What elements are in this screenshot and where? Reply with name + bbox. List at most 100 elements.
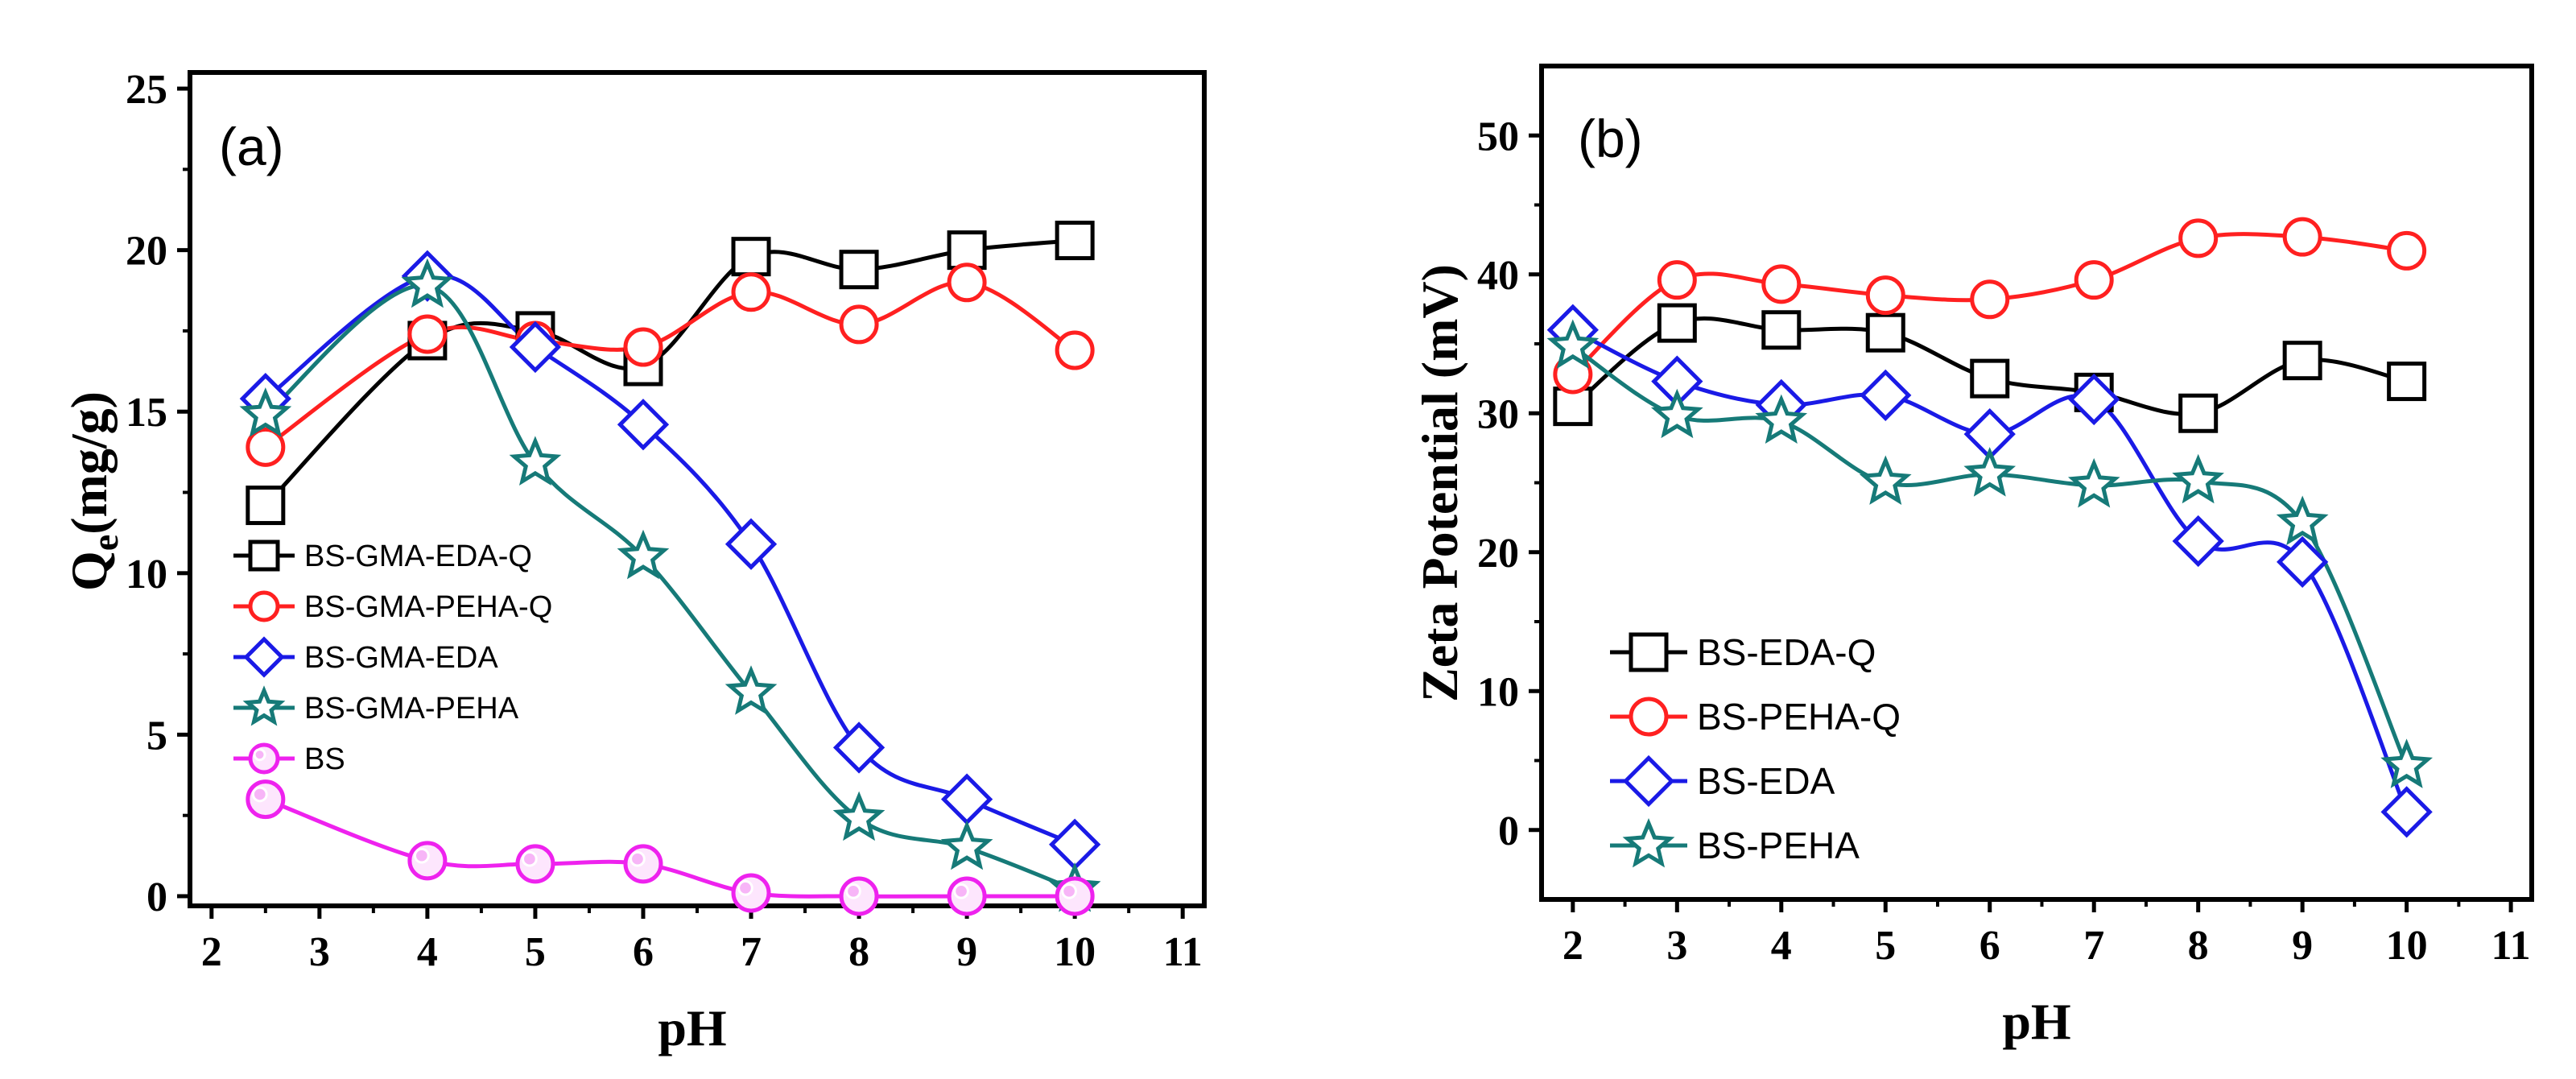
data-point-bs-peha bbox=[2067, 457, 2120, 508]
data-point-bs bbox=[407, 841, 448, 881]
x-tick-label-b-5: 5 bbox=[1875, 923, 1896, 969]
x-tick-label-a-5: 5 bbox=[525, 929, 546, 975]
data-point-bs-peha bbox=[2380, 738, 2434, 788]
x-tick-label-a-3: 3 bbox=[309, 929, 330, 975]
x-tick-label-b-9: 9 bbox=[2292, 923, 2313, 969]
y-tick-label-b-30: 30 bbox=[1477, 391, 1519, 437]
data-point-bs-gma-peha bbox=[724, 665, 778, 715]
x-tick-label-b-11: 11 bbox=[2491, 923, 2531, 969]
data-point-bs-gma-eda bbox=[832, 721, 886, 774]
data-point-bs-peha-q bbox=[1761, 264, 1802, 304]
data-point-bs-eda-q bbox=[1865, 312, 1905, 353]
y-tick-label-a-0: 0 bbox=[147, 874, 167, 920]
y-tick-label-b-10: 10 bbox=[1477, 669, 1519, 715]
data-point-bs-gma-eda-q bbox=[731, 237, 771, 277]
data-point-bs-gma-peha-q bbox=[731, 272, 771, 312]
data-point-bs-eda bbox=[1860, 369, 1912, 421]
data-point-bs bbox=[839, 876, 879, 916]
x-tick-label-b-2: 2 bbox=[1563, 923, 1583, 969]
panel-a: 2 3 4 5 6 7 8 9 10 11 0 5 10 15 20 25 (a) pH Qe(mg/g) B… bbox=[60, 67, 1207, 1056]
data-point-bs-gma-peha bbox=[239, 387, 292, 437]
y-tick-label-a-15: 15 bbox=[126, 390, 167, 436]
x-tick-label-a-4: 4 bbox=[417, 929, 438, 975]
legend-marker-bs-eda-q bbox=[1629, 632, 1669, 672]
legend-label-bs: BS bbox=[304, 742, 345, 776]
legend-marker-bs-gma-eda-q bbox=[248, 540, 280, 572]
data-point-bs-peha bbox=[2276, 495, 2329, 546]
x-tick-label-b-3: 3 bbox=[1666, 923, 1687, 969]
legend-marker-bs-gma-eda bbox=[243, 636, 285, 678]
data-point-bs-eda bbox=[2380, 786, 2433, 838]
data-point-bs-peha-q bbox=[2178, 218, 2219, 258]
legend-label-bs-peha-q: BS-PEHA-Q bbox=[1697, 696, 1901, 738]
data-point-bs-peha bbox=[2172, 453, 2224, 504]
y-axis-title-b: Zeta Potential (mV) bbox=[1411, 264, 1468, 702]
data-point-bs-peha-q bbox=[1657, 260, 1697, 300]
data-point-bs-gma-eda bbox=[724, 518, 778, 570]
data-point-bs-gma-eda bbox=[940, 773, 993, 825]
legend-item-bs-gma-eda: BS-GMA-EDA bbox=[233, 636, 498, 678]
data-point-bs-peha-q bbox=[2282, 217, 2322, 257]
legend-a: BS-GMA-EDA-Q BS-GMA-PEHA-Q BS-GMA-EDA BS-GM… bbox=[233, 540, 552, 776]
data-point-bs-eda-q bbox=[2387, 362, 2427, 402]
data-point-bs-eda bbox=[2277, 535, 2329, 588]
series-line-bs-gma-peha-q bbox=[264, 280, 1076, 449]
legend-item-bs-eda: BS-EDA bbox=[1610, 754, 1835, 808]
plot-frame-b bbox=[1539, 64, 2534, 902]
data-point-bs-gma-eda-q bbox=[246, 486, 286, 526]
y-axis-title-sub-a: e bbox=[85, 535, 126, 551]
x-tick-label-b-7: 7 bbox=[2083, 923, 2104, 969]
x-tick-label-a-7: 7 bbox=[741, 929, 762, 975]
legend-item-bs-peha: BS-PEHA bbox=[1610, 818, 1860, 868]
legend-item-bs-gma-peha: BS-GMA-PEHA bbox=[233, 685, 519, 726]
data-point-bs-eda-q bbox=[2178, 393, 2219, 433]
series-markers-a bbox=[239, 221, 1101, 916]
data-point-bs bbox=[515, 844, 555, 884]
data-point-bs bbox=[947, 876, 987, 916]
x-tick-label-b-4: 4 bbox=[1771, 923, 1792, 969]
data-point-bs-eda bbox=[2068, 373, 2120, 426]
y-axis-title-main-a: Q bbox=[60, 551, 118, 591]
x-tick-label-a-11: 11 bbox=[1163, 929, 1203, 975]
data-point-bs-eda-q bbox=[1970, 358, 2010, 399]
x-tick-label-b-8: 8 bbox=[2188, 923, 2209, 969]
data-point-bs bbox=[623, 844, 663, 884]
legend-label-bs-eda: BS-EDA bbox=[1697, 760, 1835, 802]
y-tick-label-b-40: 40 bbox=[1477, 253, 1519, 299]
data-point-bs-peha bbox=[1755, 394, 1808, 444]
data-point-bs-gma-peha-q bbox=[947, 263, 987, 303]
legend-marker-bs-gma-peha bbox=[242, 685, 286, 726]
legend-marker-bs-eda bbox=[1622, 754, 1675, 808]
x-tick-label-a-8: 8 bbox=[848, 929, 869, 975]
data-point-bs-gma-peha bbox=[509, 436, 562, 486]
legend-item-bs-gma-peha-q: BS-GMA-PEHA-Q bbox=[233, 590, 552, 624]
data-point-bs bbox=[731, 873, 771, 913]
y-axis-title-a: Qe(mg/g) bbox=[60, 391, 126, 591]
legend-marker-bs bbox=[248, 742, 280, 775]
x-tick-label-a-2: 2 bbox=[201, 929, 222, 975]
data-point-bs-peha bbox=[1859, 455, 1912, 505]
y-tick-label-a-20: 20 bbox=[126, 229, 167, 275]
data-point-bs-gma-peha bbox=[940, 820, 993, 870]
data-point-bs-peha bbox=[1546, 319, 1600, 369]
series-line-bs-eda bbox=[1571, 328, 2409, 813]
x-tick-label-a-10: 10 bbox=[1054, 929, 1096, 975]
panel-b: 2 3 4 5 6 7 8 9 10 11 0 10 20 30 40 50 (b) pH Zeta Pote… bbox=[1411, 64, 2534, 1050]
data-point-bs-peha-q bbox=[1865, 275, 1905, 316]
y-tick-label-a-10: 10 bbox=[126, 552, 167, 597]
data-point-bs-gma-eda bbox=[1049, 818, 1101, 870]
legend-item-bs: BS bbox=[233, 742, 345, 776]
data-point-bs bbox=[1055, 876, 1095, 916]
series-markers-b bbox=[1546, 217, 2434, 838]
data-point-bs-gma-eda-q bbox=[1055, 221, 1095, 261]
legend-marker-bs-peha-q bbox=[1629, 697, 1669, 737]
data-point-bs-gma-eda bbox=[509, 320, 562, 374]
legend-label-bs-eda-q: BS-EDA-Q bbox=[1697, 631, 1876, 673]
data-point-bs-gma-peha-q bbox=[246, 427, 286, 467]
ticks-b: 2 3 4 5 6 7 8 9 10 11 0 10 20 30 40 50 bbox=[1477, 114, 2531, 969]
ticks-a: 2 3 4 5 6 7 8 9 10 11 0 5 10 15 20 25 bbox=[126, 67, 1203, 975]
x-tick-label-a-6: 6 bbox=[633, 929, 654, 975]
panel-label-b: (b) bbox=[1578, 109, 1643, 168]
data-point-bs-peha bbox=[1963, 447, 2017, 497]
